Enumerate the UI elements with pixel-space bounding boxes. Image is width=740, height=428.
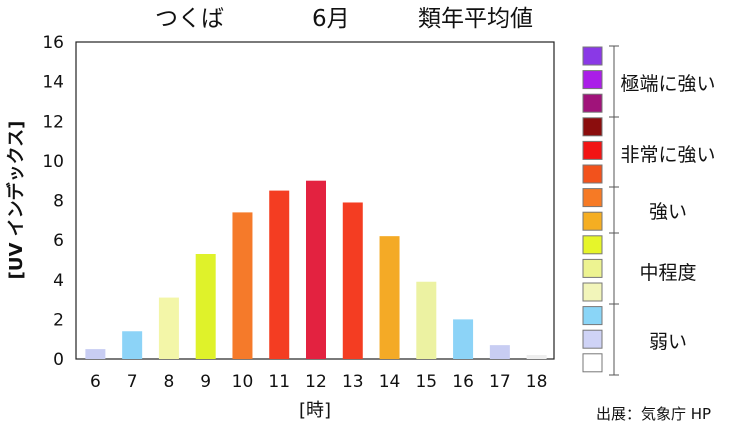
bar-hour-15 [416,281,437,359]
bar-hour-11 [269,190,290,359]
chart-title-place: つくば [155,6,224,32]
x-tick-label: 10 [232,372,254,392]
scale-swatch [582,164,603,184]
scale-swatch [582,117,603,137]
bar-hour-17 [489,345,510,359]
scale-swatch [582,46,603,66]
y-tick-label: 4 [53,271,64,291]
scale-swatch [582,235,603,255]
scale-swatch [582,70,603,90]
source-credit: 出展：気象庁 HP [596,405,711,423]
bar-hour-6 [85,349,106,359]
y-tick-label: 12 [42,112,64,132]
chart-title-month: 6月 [312,6,350,32]
x-tick-label: 15 [415,372,437,392]
y-tick-label: 16 [42,33,64,53]
level-label-extreme: 極端に強い [620,73,715,95]
scale-swatch [582,282,603,302]
scale-swatch [582,353,603,373]
scale-swatch [582,93,603,113]
x-tick-label: 13 [342,372,364,392]
x-tick-label: 18 [526,372,548,392]
x-tick-label: 17 [489,372,511,392]
x-tick-label: 12 [305,372,327,392]
chart-title-kind: 類年平均値 [418,6,533,32]
y-tick-label: 2 [53,310,64,330]
scale-swatch [582,140,603,160]
scale-swatch [582,188,603,208]
bar-hour-14 [379,236,400,359]
level-label-strong: 強い [649,201,687,223]
scale-swatch [582,211,603,231]
scale-swatch [582,258,603,278]
x-tick-label: 9 [200,372,211,392]
y-tick-label: 6 [53,231,64,251]
y-tick-label: 10 [42,152,64,172]
bar-hour-9 [195,253,216,359]
y-ticks: 0 2 4 6 8 10 12 14 16 [42,33,64,370]
x-tick-label: 6 [90,372,101,392]
x-tick-label: 7 [127,372,138,392]
x-tick-label: 16 [452,372,474,392]
bar-hour-7 [122,331,143,359]
uv-scale-brackets [609,45,619,376]
bar-hour-12 [306,180,326,359]
bar-hour-10 [232,212,253,359]
x-tick-label: 14 [379,372,401,392]
y-tick-label: 0 [53,350,64,370]
x-tick-label: 11 [268,372,290,392]
bars [85,180,547,359]
scale-swatch [582,306,603,326]
x-axis-label: [時] [299,400,331,421]
y-tick-label: 14 [42,73,64,93]
bar-hour-18 [526,355,547,359]
level-label-moderate: 中程度 [639,262,696,284]
scale-swatch [582,329,603,349]
y-axis-label: [UV インデックス] [5,121,27,280]
bar-hour-13 [342,202,363,359]
level-label-weak: 弱い [649,331,687,353]
uv-scale-legend [582,46,603,373]
bar-hour-16 [453,319,474,359]
x-categories: 6 7 8 9 10 11 12 13 14 15 16 17 18 [90,372,547,392]
y-tick-label: 8 [53,192,64,212]
x-tick-label: 8 [164,372,175,392]
level-label-very-strong: 非常に強い [620,144,715,166]
bar-hour-8 [158,297,179,359]
